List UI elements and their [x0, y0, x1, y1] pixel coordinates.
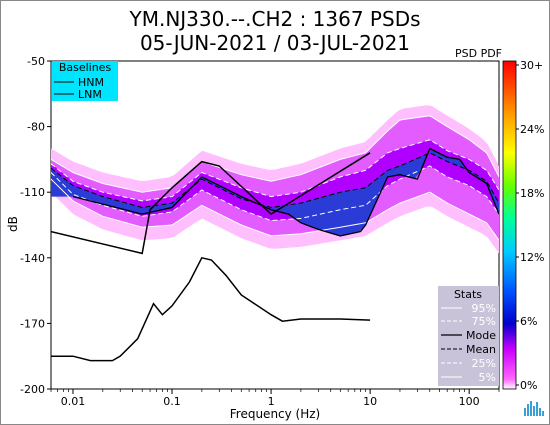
lnm-curve: [51, 256, 371, 362]
25pct-curve: [51, 165, 499, 222]
y-tick-label: -200: [20, 383, 45, 396]
axes: 0.01 0.1 1 10 100 -50 -80 -110 -140 -170 -200: [20, 55, 500, 408]
mode-curve: [72, 147, 499, 237]
hnm-legend-label: HNM: [78, 76, 104, 89]
y-axis-label: dB: [6, 216, 20, 232]
colorbar-tick-label: 30+: [520, 59, 543, 72]
stats-legend-box: [438, 286, 499, 386]
x-tick-label: 0.1: [163, 395, 181, 408]
stats-legend-title: Stats: [454, 288, 482, 301]
colorbar: PSD PDF 30+ 24% 18% 12% 6% 0%: [455, 47, 544, 392]
p25-legend-label: 25%: [472, 357, 496, 370]
baselines-legend: Baselines HNM LNM: [52, 61, 118, 101]
y-tick-label: -140: [20, 252, 45, 265]
colorbar-tick-label: 18%: [520, 187, 544, 200]
p75-legend-label: 75%: [472, 315, 496, 328]
y-tick-label: -170: [20, 317, 45, 330]
colorbar-tick-label: 6%: [520, 315, 537, 328]
x-tick-label: 10: [363, 395, 377, 408]
lnm-legend-label: LNM: [78, 88, 102, 101]
colorbar-ticks: 30+ 24% 18% 12% 6% 0%: [516, 59, 544, 392]
p95-legend-label: 95%: [472, 302, 496, 315]
colorbar-tick-label: 24%: [520, 123, 544, 136]
x-tick-label: 100: [459, 395, 480, 408]
mode-legend-label: Mode: [466, 329, 496, 342]
density-core: [51, 140, 499, 221]
mean-legend-label: Mean: [466, 343, 496, 356]
y-tick-label: -110: [20, 186, 45, 199]
chart-subtitle: 05-JUN-2021 / 03-JUL-2021: [139, 31, 411, 55]
colorbar-tick-label: 12%: [520, 251, 544, 264]
colorbar-tick-label: 0%: [520, 379, 537, 392]
chart-title: YM.NJ330.--.CH2 : 1367 PSDs: [129, 7, 421, 31]
logo-icon: [524, 401, 544, 416]
stats-legend: Stats 95% 75% Mode Mean 25% 5%: [438, 286, 499, 386]
curves: [51, 115, 499, 362]
colorbar-gradient: [502, 60, 517, 390]
p5-legend-label: 5%: [479, 371, 496, 384]
hnm-curve: [51, 152, 371, 255]
y-tick-label: -80: [27, 121, 45, 134]
y-tick-label: -50: [27, 55, 45, 68]
x-tick-label: 1: [268, 395, 275, 408]
baselines-legend-title: Baselines: [59, 61, 112, 74]
x-tick-label: 0.01: [61, 395, 86, 408]
95pct-curve: [51, 115, 499, 193]
x-axis-label: Frequency (Hz): [230, 407, 321, 421]
colorbar-title: PSD PDF: [455, 47, 502, 60]
